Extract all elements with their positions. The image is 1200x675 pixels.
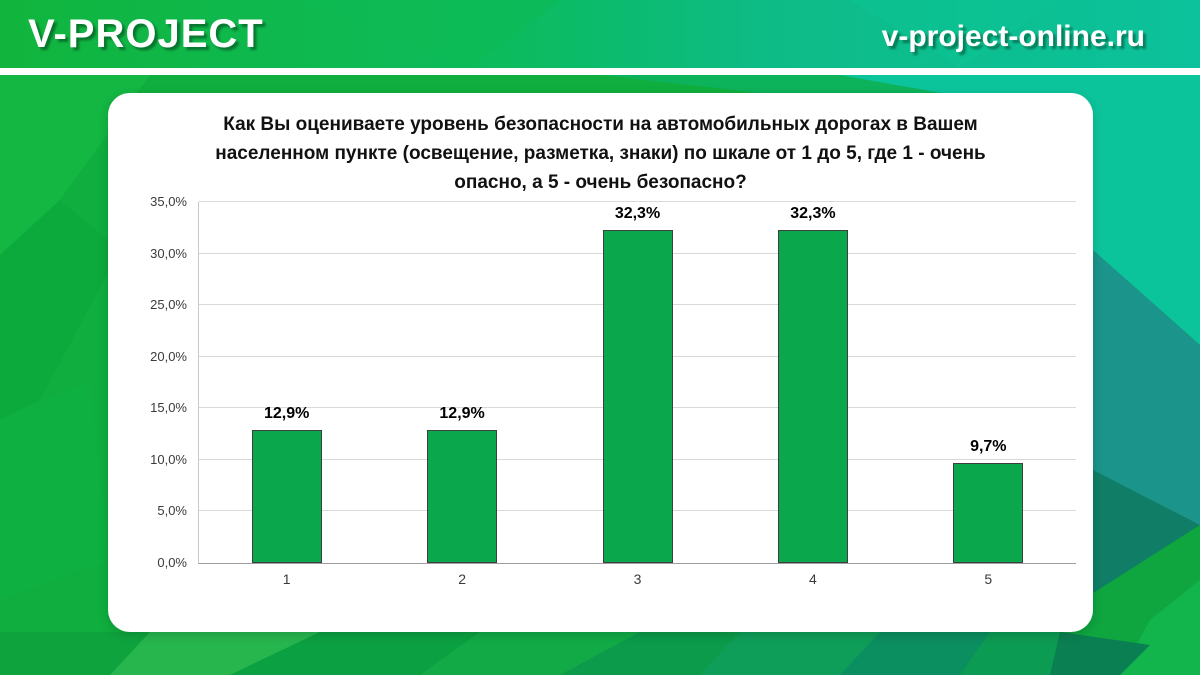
y-axis-tick-label: 25,0% bbox=[150, 297, 187, 313]
bar-value-label: 32,3% bbox=[614, 205, 661, 222]
header-bar: V-PROJECT v-project-online.ru bbox=[0, 0, 1200, 68]
x-axis-tick-label: 1 bbox=[282, 571, 291, 587]
plot-area: 0,0% 5,0% 10,0% 15,0% 20,0% 25,0% 30,0% 35,0% 12… bbox=[150, 194, 1076, 587]
gridline bbox=[199, 201, 1076, 202]
bar-value-label: 9,7% bbox=[970, 438, 1007, 455]
y-axis-tick-label: 20,0% bbox=[150, 348, 187, 364]
y-axis-tick-label: 5,0% bbox=[157, 503, 187, 519]
bar-category-5 bbox=[953, 463, 1024, 563]
y-axis-tick-label: 10,0% bbox=[150, 451, 187, 467]
bar-category-3 bbox=[602, 230, 673, 563]
y-axis-tick-label: 15,0% bbox=[150, 400, 187, 416]
y-axis-tick-label: 0,0% bbox=[157, 555, 187, 570]
x-axis-tick-label: 5 bbox=[984, 571, 993, 587]
y-axis-tick-label: 35,0% bbox=[150, 194, 187, 209]
bar-value-label: 12,9% bbox=[439, 405, 485, 422]
bar-value-label: 12,9% bbox=[264, 405, 310, 422]
bar-category-2 bbox=[427, 430, 498, 563]
bar-value-label: 32,3% bbox=[790, 205, 836, 222]
x-axis-tick-label: 3 bbox=[633, 571, 642, 587]
y-axis-tick-label: 30,0% bbox=[150, 245, 187, 261]
chart-title: Как Вы оцениваете уровень безопасности н… bbox=[215, 114, 986, 193]
website-url: v-project-online.ru bbox=[881, 20, 1145, 53]
chart-card: Как Вы оцениваете уровень безопасности н… bbox=[108, 93, 1093, 632]
bar-category-1 bbox=[251, 430, 322, 563]
logo-text: V-PROJECT bbox=[28, 12, 264, 56]
bar-category-4 bbox=[777, 230, 848, 563]
x-axis-tick-label: 2 bbox=[458, 571, 466, 587]
x-axis-tick-label: 4 bbox=[808, 571, 817, 587]
